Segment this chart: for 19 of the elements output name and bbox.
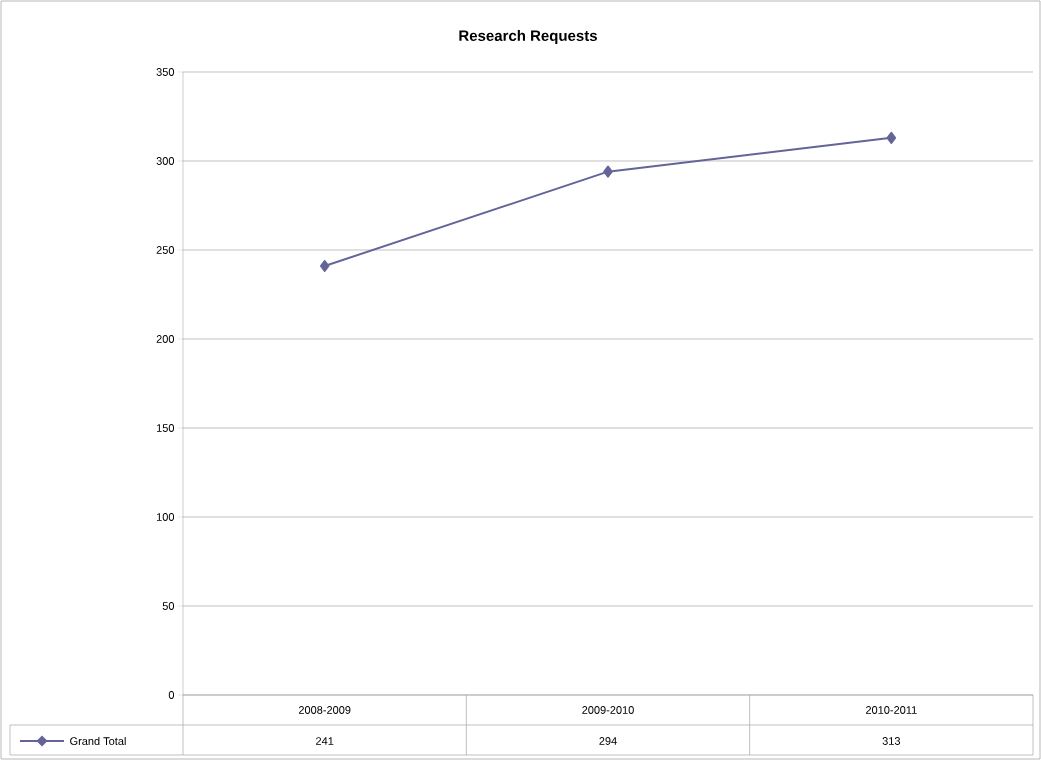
x-tick-label: 2008-2009 [298, 706, 351, 714]
point [886, 131, 897, 144]
x-tick-label: 2010-2011 [865, 706, 917, 714]
y-tick-label: 50 [162, 602, 175, 610]
y-tick-label: 0 [168, 691, 175, 699]
data-label: 241 [316, 737, 334, 745]
y-tick-label: 300 [156, 157, 175, 165]
y-tick-label: 200 [156, 335, 175, 343]
chart-title: Research Requests [459, 30, 597, 44]
point [603, 165, 613, 178]
legend-label: Grand Total [70, 736, 126, 746]
x-tick-label: 2009-2010 [582, 706, 634, 714]
data-label: 313 [882, 737, 901, 745]
y-tick-label: 100 [156, 513, 175, 521]
data-label: 294 [599, 737, 617, 745]
y-tick-label: 250 [156, 246, 175, 254]
point [319, 260, 330, 273]
y-tick-label: 350 [156, 68, 175, 76]
y-tick-label: 150 [156, 424, 175, 432]
